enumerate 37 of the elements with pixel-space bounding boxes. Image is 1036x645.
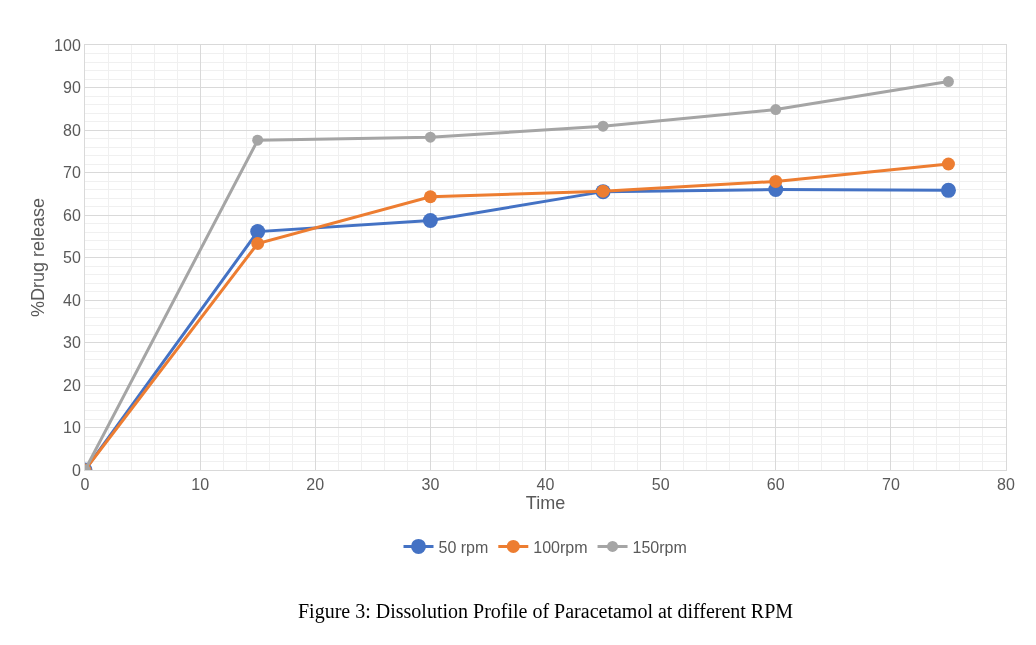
x-tick-label: 70 [881,476,900,494]
point [423,190,437,204]
y-tick-label: 80 [63,121,81,139]
point [941,157,955,171]
y-tick-label: 0 [71,461,81,479]
y-tick-label: 10 [63,419,81,437]
point [250,224,266,240]
y-axis-title: %Drug release [28,197,49,318]
legend-label: 100rpm [533,538,588,556]
point [770,104,782,116]
point [252,134,264,146]
x-tick-label: 10 [191,476,210,494]
legend-label: 50 rpm [438,538,489,556]
x-tick-label: 80 [997,476,1015,494]
x-tick-label: 20 [306,476,325,494]
point [251,236,265,250]
y-tick-label: 40 [63,291,81,309]
y-tick-label: 90 [63,79,81,97]
x-tick-label: 30 [421,476,440,494]
point [940,182,956,198]
legend-label: 150rpm [632,538,687,556]
y-tick-label: 20 [63,376,81,394]
y-tick-label: 70 [63,164,81,182]
caption: Figure 3: Dissolution Profile of Paracetamol at different RPM [298,600,794,623]
y-tick-label: 60 [63,206,81,224]
point [769,174,783,188]
x-tick-label: 40 [536,476,555,494]
point [422,213,438,229]
x-axis-title: Time [525,493,566,514]
x-tick-label: 50 [651,476,670,494]
x-tick-label: 60 [766,476,785,494]
y-tick-label: 30 [63,334,81,352]
point [424,131,436,143]
y-tick-label: 100 [54,36,81,54]
point [597,120,609,132]
point [942,76,954,88]
y-tick-label: 50 [63,249,81,267]
